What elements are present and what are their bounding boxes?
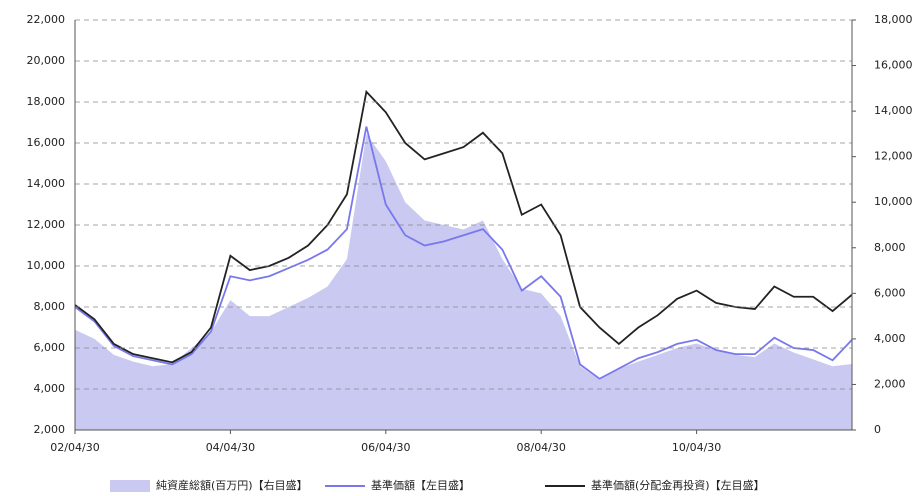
y2-tick-label: 14,000 bbox=[874, 104, 913, 117]
y-tick-label: 14,000 bbox=[27, 177, 66, 190]
y-tick-label: 2,000 bbox=[34, 423, 66, 436]
x-tick-label: 04/04/30 bbox=[206, 441, 255, 454]
y2-tick-label: 8,000 bbox=[874, 241, 906, 254]
y-tick-label: 18,000 bbox=[27, 95, 66, 108]
y-tick-label: 10,000 bbox=[27, 259, 66, 272]
y2-tick-label: 12,000 bbox=[874, 150, 913, 163]
y2-tick-label: 16,000 bbox=[874, 59, 913, 72]
x-tick-label: 08/04/30 bbox=[516, 441, 565, 454]
y-tick-label: 22,000 bbox=[27, 13, 66, 26]
legend-label: 基準価額(分配金再投資)【左目盛】 bbox=[591, 478, 765, 492]
x-tick-label: 10/04/30 bbox=[672, 441, 721, 454]
y2-tick-label: 2,000 bbox=[874, 377, 906, 390]
legend-swatch bbox=[110, 480, 150, 492]
y-tick-label: 8,000 bbox=[34, 300, 66, 313]
y2-tick-label: 10,000 bbox=[874, 195, 913, 208]
y2-tick-label: 0 bbox=[874, 423, 881, 436]
y2-tick-label: 4,000 bbox=[874, 332, 906, 345]
y-tick-label: 20,000 bbox=[27, 54, 66, 67]
y-tick-label: 16,000 bbox=[27, 136, 66, 149]
legend-label: 純資産総額(百万円)【右目盛】 bbox=[156, 478, 308, 492]
y2-tick-label: 6,000 bbox=[874, 286, 906, 299]
x-tick-label: 02/04/30 bbox=[50, 441, 99, 454]
x-tick-label: 06/04/30 bbox=[361, 441, 410, 454]
y-tick-label: 4,000 bbox=[34, 382, 66, 395]
area bbox=[75, 133, 852, 430]
legend-label: 基準価額【左目盛】 bbox=[371, 478, 470, 492]
line bbox=[74, 89, 853, 364]
y2-tick-label: 18,000 bbox=[874, 13, 913, 26]
line bbox=[74, 126, 853, 380]
y-tick-label: 12,000 bbox=[27, 218, 66, 231]
y-tick-label: 6,000 bbox=[34, 341, 66, 354]
